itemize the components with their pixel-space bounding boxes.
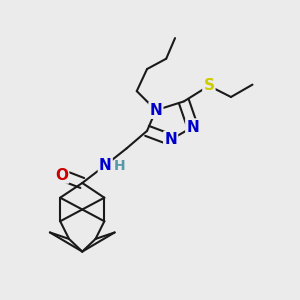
Text: N: N [186,119,199,134]
Text: H: H [113,159,125,173]
Text: N: N [99,158,112,173]
Text: S: S [203,78,214,93]
Text: N: N [149,103,162,118]
Text: O: O [55,167,68,182]
Text: N: N [164,132,177,147]
